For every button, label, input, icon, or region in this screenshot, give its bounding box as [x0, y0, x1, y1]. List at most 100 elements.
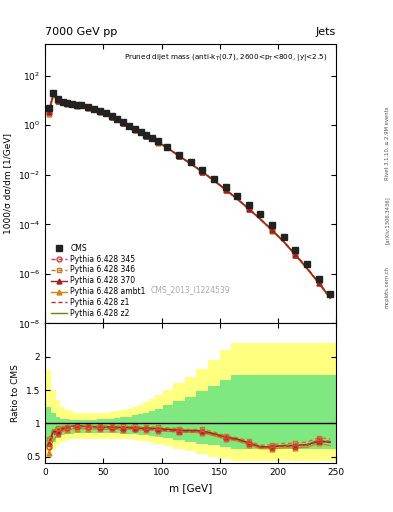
CMS [156, 138, 160, 144]
Bar [103, 413, 108, 439]
Pythia 6.428 370 [60, 99, 65, 105]
Pythia 6.428 ambt1 [211, 178, 216, 184]
Pythia 6.428 z2 [74, 102, 79, 108]
Pythia 6.428 z2 [86, 104, 91, 111]
Bar [278, 375, 290, 449]
Pythia 6.428 z2 [65, 100, 70, 106]
Pythia 6.428 z2 [70, 101, 74, 108]
Bar [46, 407, 51, 446]
CMS [246, 202, 251, 208]
Pythia 6.428 z2 [109, 114, 114, 120]
Pythia 6.428 z1 [293, 251, 298, 258]
Pythia 6.428 z2 [144, 133, 149, 139]
Pythia 6.428 370 [200, 168, 205, 175]
Pythia 6.428 370 [150, 136, 154, 142]
Bar [173, 383, 185, 449]
Legend: CMS, Pythia 6.428 345, Pythia 6.428 346, Pythia 6.428 370, Pythia 6.428 ambt1, P: CMS, Pythia 6.428 345, Pythia 6.428 346,… [49, 242, 147, 319]
Text: CMS_2013_I1224539: CMS_2013_I1224539 [151, 285, 230, 294]
Pythia 6.428 345 [46, 110, 51, 116]
Pythia 6.428 z1 [176, 153, 181, 159]
Pythia 6.428 ambt1 [200, 169, 205, 175]
Pythia 6.428 370 [305, 265, 309, 271]
Pythia 6.428 z2 [293, 251, 298, 258]
Bar [132, 407, 138, 440]
Pythia 6.428 z1 [103, 111, 108, 117]
Pythia 6.428 z1 [223, 186, 228, 193]
Pythia 6.428 z2 [211, 177, 216, 183]
Bar [196, 391, 208, 443]
Pythia 6.428 z2 [121, 120, 125, 126]
Y-axis label: Ratio to CMS: Ratio to CMS [11, 365, 20, 422]
Pythia 6.428 345 [156, 139, 160, 145]
Bar [185, 377, 196, 452]
Bar [91, 420, 97, 433]
Pythia 6.428 346 [188, 160, 193, 166]
Pythia 6.428 370 [176, 153, 181, 159]
CMS [150, 135, 154, 141]
CMS [305, 261, 309, 267]
Pythia 6.428 ambt1 [109, 114, 114, 120]
Pythia 6.428 346 [115, 117, 120, 123]
Pythia 6.428 ambt1 [103, 112, 108, 118]
Pythia 6.428 346 [144, 133, 149, 139]
Pythia 6.428 z2 [270, 227, 274, 233]
Bar [143, 402, 149, 441]
Pythia 6.428 345 [86, 104, 91, 111]
Bar [114, 418, 120, 433]
CMS [258, 211, 263, 218]
Bar [255, 344, 266, 461]
Pythia 6.428 z2 [316, 280, 321, 286]
CMS [223, 184, 228, 190]
Pythia 6.428 345 [150, 136, 154, 142]
Text: Pruned dijet mass (anti-k$_\mathrm{T}$(0.7), 2600<p$_\mathrm{T}$<800, |y|<2.5): Pruned dijet mass (anti-k$_\mathrm{T}$(0… [124, 52, 327, 63]
Pythia 6.428 ambt1 [144, 133, 149, 139]
Pythia 6.428 370 [79, 103, 84, 109]
Pythia 6.428 346 [293, 251, 298, 257]
Pythia 6.428 370 [223, 186, 228, 193]
Bar [51, 413, 56, 442]
Pythia 6.428 345 [60, 100, 65, 106]
Line: Pythia 6.428 z2: Pythia 6.428 z2 [49, 94, 330, 298]
Pythia 6.428 345 [211, 178, 216, 184]
Text: [arXiv:1306.3436]: [arXiv:1306.3436] [385, 196, 389, 244]
Pythia 6.428 370 [246, 206, 251, 212]
Bar [324, 375, 336, 449]
Pythia 6.428 ambt1 [115, 117, 120, 123]
Pythia 6.428 z2 [92, 106, 96, 112]
Line: Pythia 6.428 ambt1: Pythia 6.428 ambt1 [46, 94, 332, 301]
Pythia 6.428 z1 [328, 295, 332, 301]
Bar [208, 386, 220, 445]
Bar [97, 419, 103, 433]
Pythia 6.428 346 [258, 216, 263, 222]
Pythia 6.428 z1 [235, 196, 239, 202]
Bar [60, 407, 65, 442]
Pythia 6.428 z1 [316, 280, 321, 286]
Pythia 6.428 370 [70, 101, 74, 108]
Pythia 6.428 345 [56, 98, 61, 104]
Pythia 6.428 ambt1 [70, 102, 74, 108]
Pythia 6.428 z2 [138, 130, 143, 136]
CMS [165, 144, 170, 150]
Pythia 6.428 z2 [246, 206, 251, 212]
Line: Pythia 6.428 370: Pythia 6.428 370 [46, 92, 332, 300]
Pythia 6.428 z2 [188, 160, 193, 166]
Pythia 6.428 345 [235, 196, 239, 202]
Pythia 6.428 z2 [165, 145, 170, 151]
Pythia 6.428 370 [121, 120, 125, 126]
CMS [211, 176, 216, 182]
Pythia 6.428 ambt1 [328, 295, 332, 302]
Pythia 6.428 370 [127, 123, 131, 130]
Text: mcplots.cern.ch: mcplots.cern.ch [385, 266, 389, 308]
Pythia 6.428 345 [270, 227, 274, 233]
Bar [120, 417, 126, 434]
Bar [65, 410, 70, 440]
CMS [144, 132, 149, 138]
Pythia 6.428 346 [56, 97, 61, 103]
Pythia 6.428 z1 [156, 139, 160, 145]
Pythia 6.428 345 [92, 106, 96, 113]
Pythia 6.428 345 [176, 153, 181, 159]
CMS [97, 108, 102, 114]
Pythia 6.428 370 [156, 139, 160, 145]
Pythia 6.428 345 [121, 120, 125, 126]
Pythia 6.428 ambt1 [270, 227, 274, 233]
